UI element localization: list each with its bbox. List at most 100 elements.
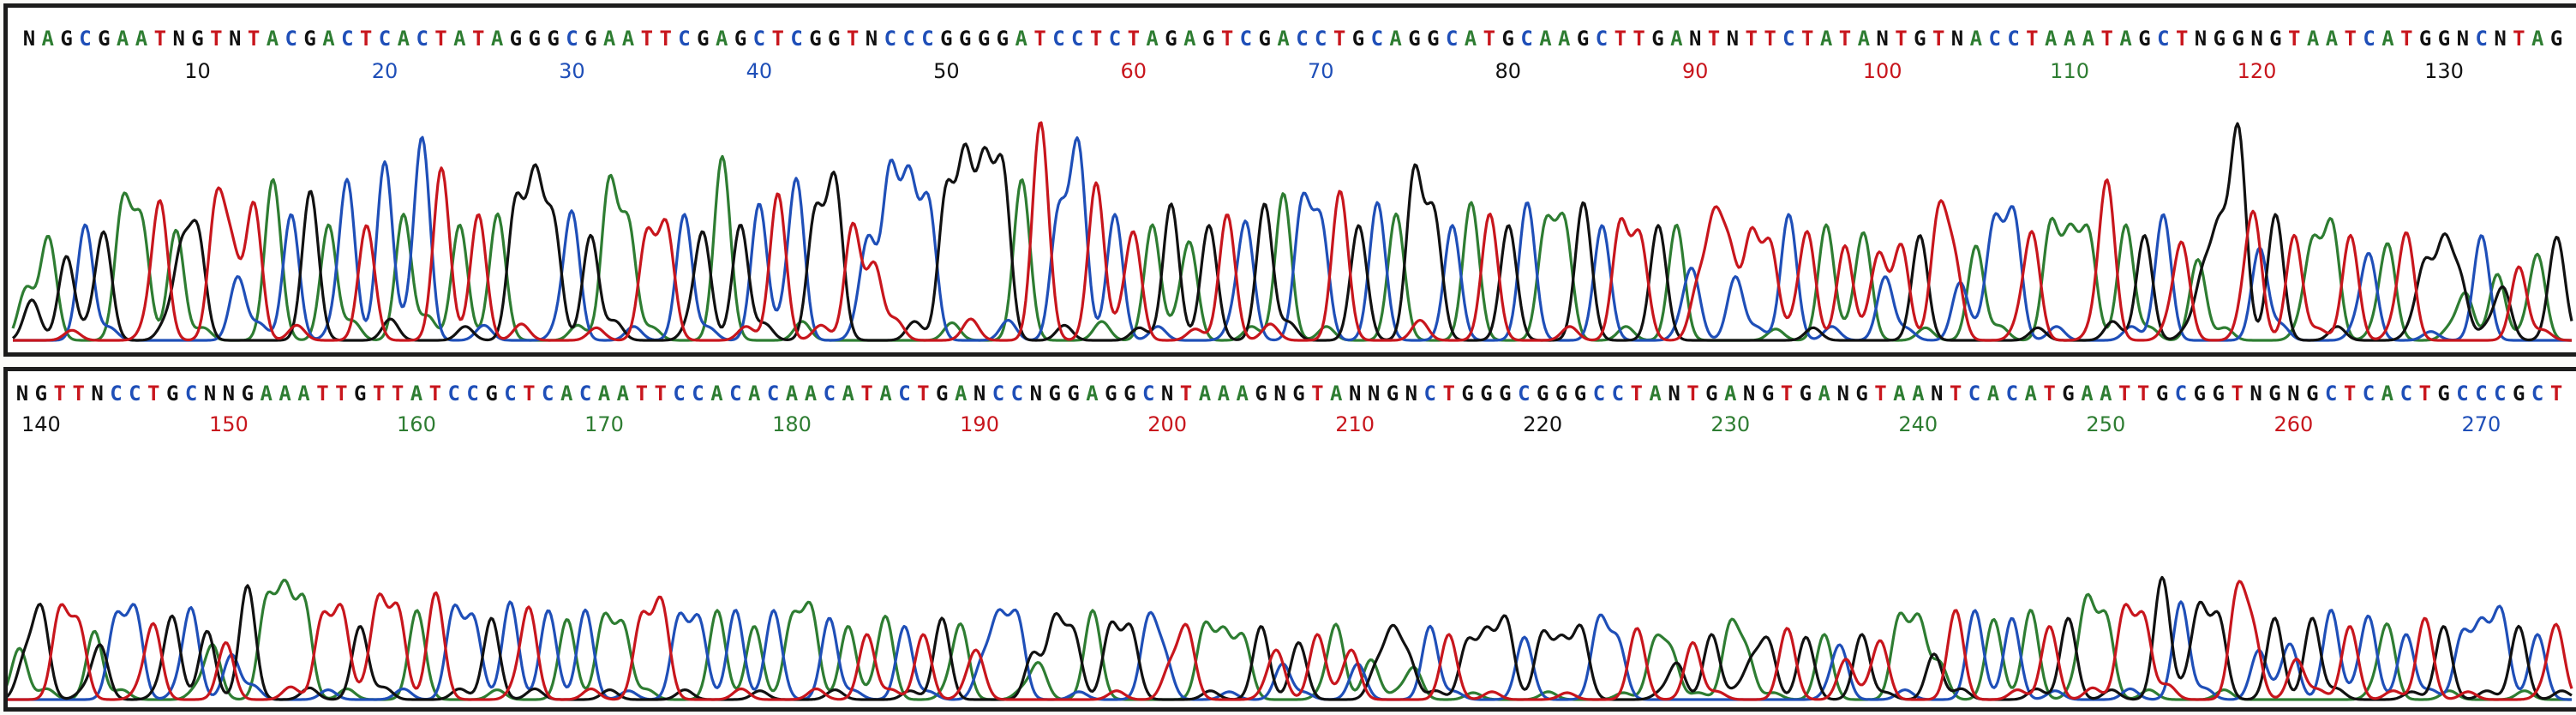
base-call: C	[921, 27, 933, 51]
base-call: A	[2082, 27, 2095, 51]
base-call: C	[2531, 382, 2543, 406]
base-call: G	[1705, 382, 1717, 406]
base-call: A	[1818, 382, 1831, 406]
base-call: A	[1970, 27, 1983, 51]
base-call: C	[673, 382, 685, 406]
base-call: T	[1442, 382, 1454, 406]
base-call: N	[1836, 382, 1848, 406]
base-call: A	[279, 382, 291, 406]
base-call: T	[360, 27, 372, 51]
base-call: N	[1030, 382, 1042, 406]
base-call: G	[242, 382, 254, 406]
base-call: C	[504, 382, 516, 406]
base-call: T	[917, 382, 929, 406]
base-call: A	[748, 382, 761, 406]
base-call: A	[2024, 382, 2037, 406]
base-call: A	[453, 27, 466, 51]
base-call: G	[697, 27, 709, 51]
base-call: N	[223, 382, 235, 406]
base-call: T	[641, 27, 653, 51]
base-call: C	[2400, 382, 2412, 406]
base-call: C	[1593, 382, 1605, 406]
position-tick-label: 150	[209, 412, 249, 436]
base-call: A	[1199, 382, 1212, 406]
base-call: N	[23, 27, 35, 51]
base-call: C	[2363, 27, 2375, 51]
base-call: A	[1670, 27, 1683, 51]
base-call: N	[2494, 27, 2506, 51]
position-tick-label: 70	[1308, 59, 1334, 83]
base-call: C	[2007, 27, 2019, 51]
base-call: A	[1237, 382, 1249, 406]
base-call: A	[2081, 382, 2094, 406]
base-call: G	[936, 382, 948, 406]
base-call: C	[1446, 27, 1458, 51]
base-call: C	[2175, 382, 2187, 406]
base-call: T	[523, 382, 535, 406]
position-tick-label: 30	[559, 59, 585, 83]
base-call: A	[1649, 382, 1662, 406]
base-call: T	[2176, 27, 2188, 51]
trace-a	[8, 579, 2572, 701]
base-call: G	[2437, 382, 2449, 406]
base-call: G	[959, 27, 971, 51]
base-call: G	[1105, 382, 1117, 406]
base-call: C	[2325, 382, 2337, 406]
base-call: G	[1387, 382, 1399, 406]
base-call: C	[1052, 27, 1064, 51]
base-call: G	[529, 27, 541, 51]
base-call: T	[472, 27, 484, 51]
base-call: A	[260, 382, 273, 406]
base-call: A	[603, 27, 616, 51]
base-call: G	[547, 27, 559, 51]
base-call: A	[1558, 27, 1571, 51]
base-call: G	[1501, 27, 1513, 51]
base-call: G	[1651, 27, 1663, 51]
base-call: N	[1405, 382, 1417, 406]
base-call: C	[692, 382, 704, 406]
base-call: T	[316, 382, 328, 406]
base-call: A	[622, 27, 635, 51]
base-call: C	[341, 27, 353, 51]
base-call: N	[1876, 27, 1888, 51]
base-call: A	[1893, 382, 1906, 406]
base-call: A	[1912, 382, 1925, 406]
base-call: T	[1614, 27, 1626, 51]
base-call: A	[398, 27, 410, 51]
base-call: C	[566, 27, 578, 51]
position-tick-label: 210	[1335, 412, 1375, 436]
base-call: C	[1315, 27, 1327, 51]
base-call: C	[824, 382, 836, 406]
base-call: A	[786, 382, 799, 406]
base-call: G	[2062, 382, 2074, 406]
position-tick-label: 170	[584, 412, 624, 436]
base-call: N	[16, 382, 28, 406]
position-tick-label: 270	[2462, 412, 2501, 436]
base-call: A	[297, 382, 310, 406]
base-call: T	[147, 382, 159, 406]
base-call: G	[485, 382, 497, 406]
base-call: A	[1987, 382, 2000, 406]
base-call: C	[767, 382, 779, 406]
base-call: G	[1499, 382, 1511, 406]
base-call: A	[1539, 27, 1552, 51]
base-call: T	[2118, 382, 2130, 406]
base-call: A	[410, 382, 423, 406]
base-call: C	[129, 382, 141, 406]
position-tick-label: 40	[746, 59, 773, 83]
base-call: G	[166, 382, 178, 406]
base-call: T	[1221, 27, 1233, 51]
base-call: C	[2363, 382, 2375, 406]
position-tick-label: 90	[1682, 59, 1709, 83]
base-call: T	[1950, 382, 1962, 406]
base-call: A	[2045, 27, 2058, 51]
base-call: C	[678, 27, 690, 51]
base-call: A	[879, 382, 892, 406]
base-call: T	[434, 27, 446, 51]
base-call: G	[2213, 382, 2225, 406]
base-call: N	[2457, 27, 2469, 51]
base-call: A	[2326, 27, 2339, 51]
base-call: A	[617, 382, 630, 406]
base-call: T	[2288, 27, 2300, 51]
position-tick-label: 180	[772, 412, 812, 436]
